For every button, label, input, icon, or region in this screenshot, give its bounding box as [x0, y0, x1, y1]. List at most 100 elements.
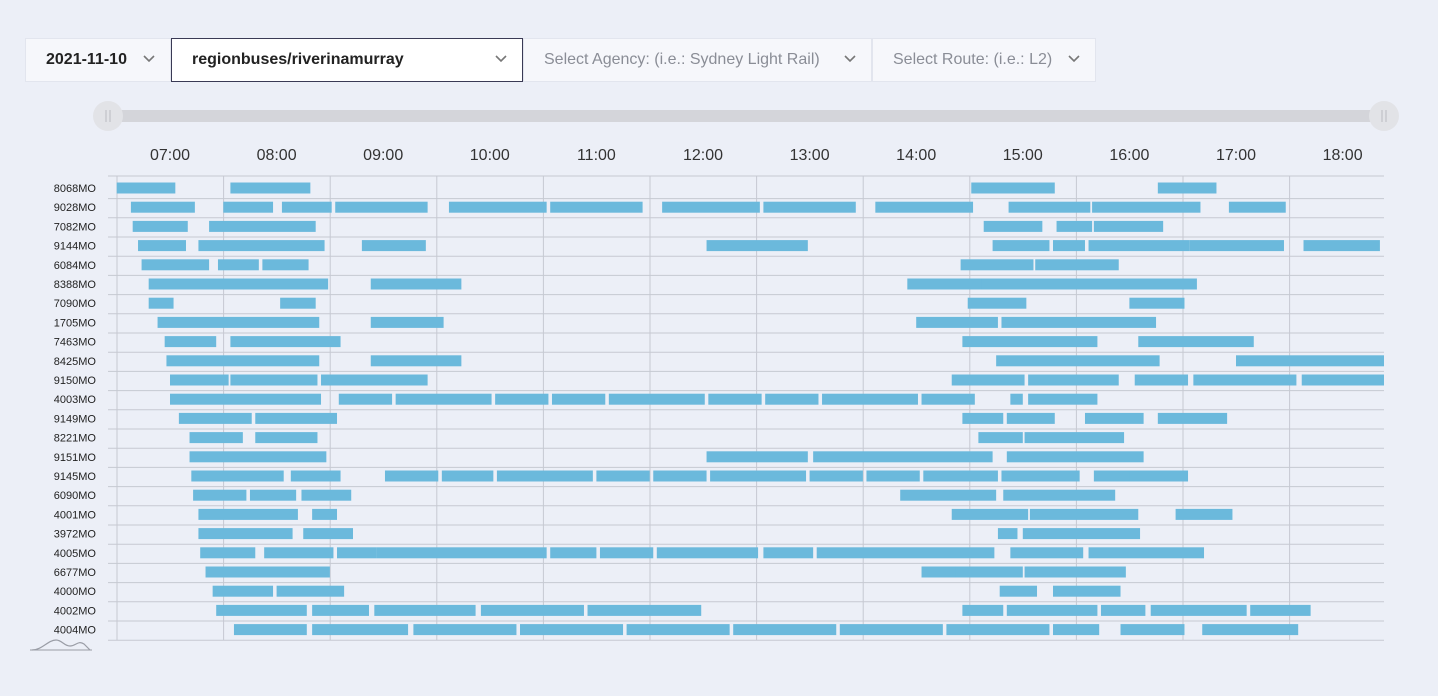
trip-bar[interactable] — [962, 336, 1098, 348]
trip-bar[interactable] — [1100, 604, 1146, 616]
trip-bar[interactable] — [1006, 604, 1098, 616]
trip-bar[interactable] — [962, 412, 1004, 424]
trip-bar[interactable] — [1084, 412, 1144, 424]
trip-bar[interactable] — [480, 604, 584, 616]
trip-bar[interactable] — [809, 470, 863, 482]
trip-bar[interactable] — [1093, 220, 1164, 232]
trip-bar[interactable] — [166, 355, 320, 367]
trip-bar[interactable] — [276, 585, 345, 597]
trip-bar[interactable] — [361, 240, 426, 252]
trip-bar[interactable] — [1157, 412, 1228, 424]
trip-bar[interactable] — [1053, 624, 1100, 636]
trip-bar[interactable] — [441, 470, 494, 482]
trip-bar[interactable] — [1008, 201, 1091, 213]
trip-bar[interactable] — [520, 624, 624, 636]
trip-bar[interactable] — [374, 604, 476, 616]
trip-bar[interactable] — [981, 278, 1197, 290]
trip-bar[interactable] — [653, 470, 707, 482]
trip-bar[interactable] — [312, 624, 409, 636]
trip-bar[interactable] — [866, 470, 920, 482]
trip-bar[interactable] — [312, 508, 338, 520]
trip-bar[interactable] — [875, 201, 974, 213]
trip-bar[interactable] — [916, 316, 998, 328]
trip-bar[interactable] — [1088, 240, 1190, 252]
trip-bar[interactable] — [992, 240, 1050, 252]
trip-bar[interactable] — [130, 201, 195, 213]
trip-bar[interactable] — [138, 240, 186, 252]
trip-bar[interactable] — [1010, 393, 1023, 405]
trip-bar[interactable] — [1134, 374, 1189, 386]
trip-bar[interactable] — [813, 451, 993, 463]
trip-bar[interactable] — [955, 566, 1023, 578]
trip-bar[interactable] — [1129, 470, 1189, 482]
trip-bar[interactable] — [550, 547, 597, 559]
trip-bar[interactable] — [216, 604, 307, 616]
trip-bar[interactable] — [312, 604, 369, 616]
trip-bar[interactable] — [967, 297, 1027, 309]
trip-bar[interactable] — [946, 624, 1050, 636]
trip-bar[interactable] — [384, 470, 439, 482]
trip-bar[interactable] — [1056, 220, 1093, 232]
trip-bar[interactable] — [170, 374, 229, 386]
trip-bar[interactable] — [337, 547, 377, 559]
trip-bar[interactable] — [1303, 240, 1380, 252]
trip-bar[interactable] — [281, 201, 332, 213]
trip-bar[interactable] — [262, 259, 309, 271]
date-select[interactable]: 2021-11-10 — [25, 38, 171, 82]
trip-bar[interactable] — [1022, 528, 1141, 540]
trip-bar[interactable] — [198, 240, 325, 252]
trip-bar[interactable] — [1093, 470, 1151, 482]
trip-bar[interactable] — [264, 547, 334, 559]
trip-bar[interactable] — [816, 547, 995, 559]
time-range-slider[interactable] — [93, 101, 1399, 131]
trip-bar[interactable] — [189, 451, 327, 463]
trip-bar[interactable] — [205, 566, 330, 578]
trip-bar[interactable] — [1228, 201, 1286, 213]
trip-bar[interactable] — [822, 393, 918, 405]
trip-bar[interactable] — [1001, 470, 1080, 482]
trip-bar[interactable] — [999, 585, 1038, 597]
trip-bar[interactable] — [1053, 585, 1121, 597]
trip-bar[interactable] — [198, 508, 298, 520]
trip-bar[interactable] — [148, 278, 329, 290]
trip-bar[interactable] — [223, 201, 274, 213]
trip-bar[interactable] — [1120, 624, 1185, 636]
trip-bar[interactable] — [587, 604, 702, 616]
trip-bar[interactable] — [255, 432, 318, 444]
feed-select[interactable]: regionbuses/riverinamurray — [171, 38, 523, 82]
trip-bar[interactable] — [395, 393, 492, 405]
trip-bar[interactable] — [376, 547, 547, 559]
slider-handle-left[interactable] — [93, 101, 123, 131]
trip-bar[interactable] — [200, 547, 256, 559]
trip-bar[interactable] — [370, 355, 462, 367]
trip-bar[interactable] — [599, 547, 654, 559]
trip-bar[interactable] — [198, 528, 293, 540]
trip-bar[interactable] — [255, 412, 338, 424]
trip-bar[interactable] — [170, 393, 322, 405]
trip-bar[interactable] — [1053, 240, 1085, 252]
trip-bar[interactable] — [164, 336, 217, 348]
trip-bar[interactable] — [960, 259, 1034, 271]
trip-bar[interactable] — [1202, 624, 1299, 636]
trip-bar[interactable] — [1003, 489, 1116, 501]
trip-bar[interactable] — [1006, 412, 1055, 424]
trip-bar[interactable] — [951, 374, 1025, 386]
trip-bar[interactable] — [448, 201, 547, 213]
trip-bar[interactable] — [662, 201, 760, 213]
trip-bar[interactable] — [413, 624, 517, 636]
trip-bar[interactable] — [116, 182, 176, 194]
trip-bar[interactable] — [971, 182, 1055, 194]
trip-bar[interactable] — [1024, 432, 1125, 444]
trip-bar[interactable] — [923, 470, 998, 482]
trip-bar[interactable] — [290, 470, 341, 482]
trip-bar[interactable] — [496, 470, 593, 482]
trip-bar[interactable] — [209, 220, 316, 232]
trip-bar[interactable] — [230, 374, 318, 386]
trip-bar[interactable] — [157, 316, 320, 328]
trip-bar[interactable] — [900, 489, 997, 501]
trip-bar[interactable] — [608, 393, 705, 405]
trip-bar[interactable] — [1189, 240, 1284, 252]
trip-bar[interactable] — [1250, 604, 1311, 616]
trip-bar[interactable] — [1006, 451, 1144, 463]
slider-track[interactable] — [108, 110, 1384, 122]
